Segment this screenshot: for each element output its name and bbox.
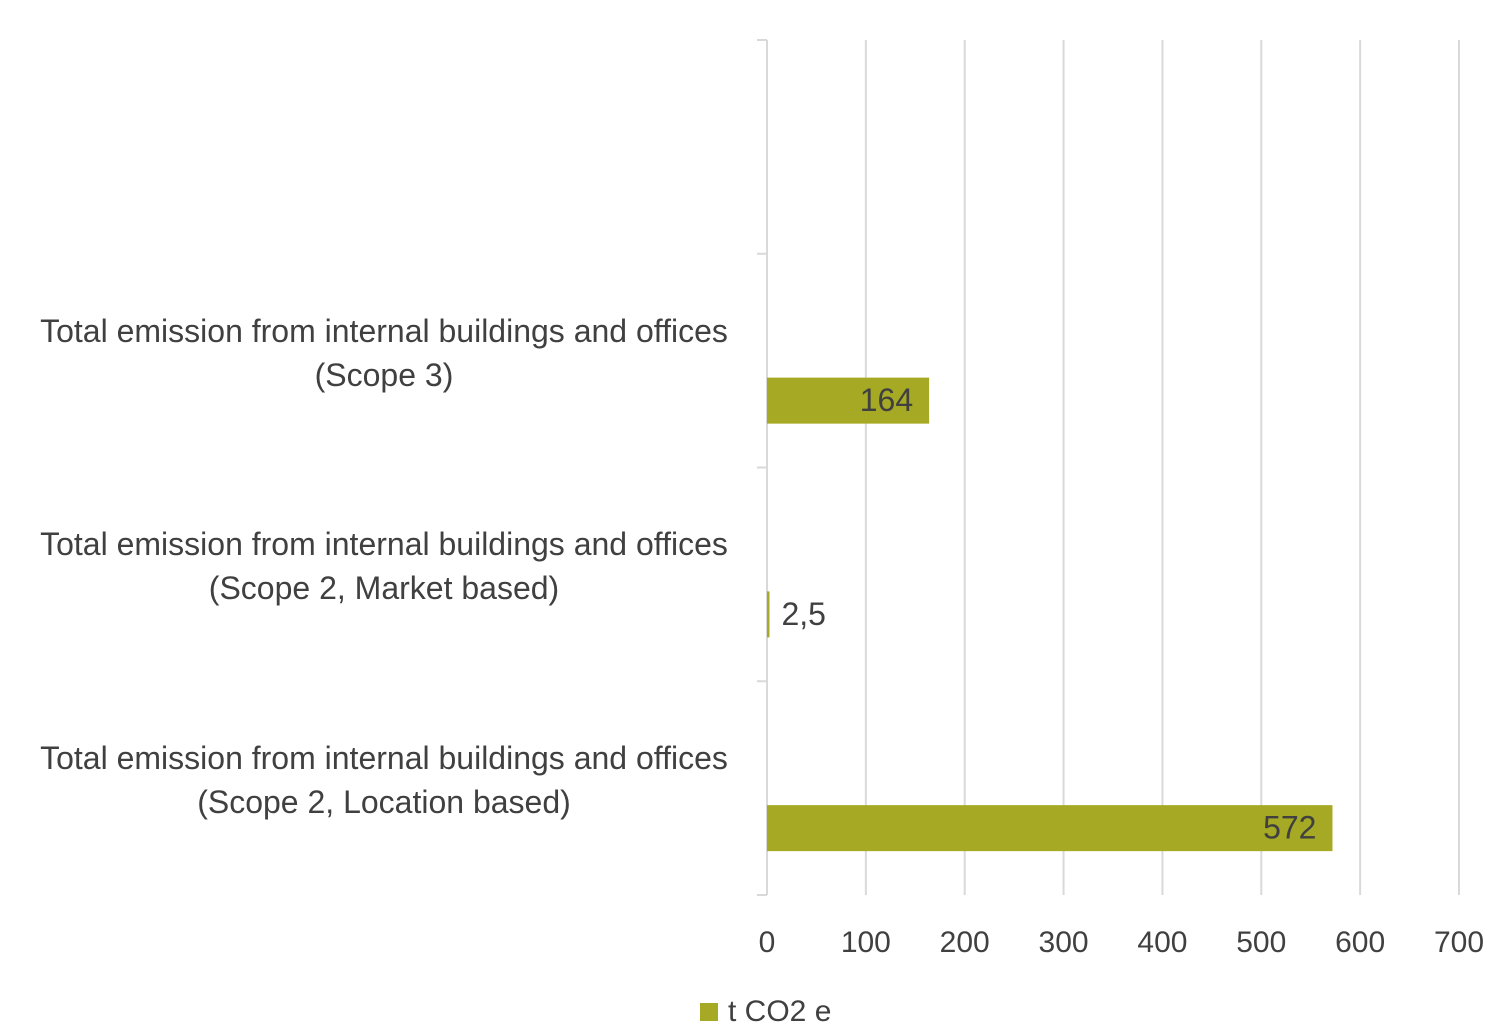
x-tick-label: 700 — [1434, 926, 1484, 959]
x-tick-label: 400 — [1137, 926, 1187, 959]
x-tick-label: 100 — [841, 926, 891, 959]
category-label: Total emission from internal buildings a… — [40, 312, 728, 393]
x-tick-label: 200 — [940, 926, 990, 959]
bar — [767, 377, 930, 424]
category-label: Total emission from internal buildings a… — [40, 740, 728, 821]
x-tick-label: 300 — [1039, 926, 1089, 959]
legend-swatch — [700, 1003, 718, 1021]
x-tick-label: 600 — [1335, 926, 1385, 959]
data-label: 164 — [860, 382, 913, 418]
x-tick-label: 500 — [1236, 926, 1286, 959]
bar — [767, 591, 770, 638]
bar — [767, 805, 1333, 852]
category-label: Total emission from internal buildings a… — [40, 526, 728, 607]
data-label: 572 — [1263, 810, 1316, 846]
legend-label: t CO2 e — [728, 995, 831, 1028]
x-tick-label: 0 — [759, 926, 776, 959]
data-label: 2,5 — [781, 596, 825, 632]
